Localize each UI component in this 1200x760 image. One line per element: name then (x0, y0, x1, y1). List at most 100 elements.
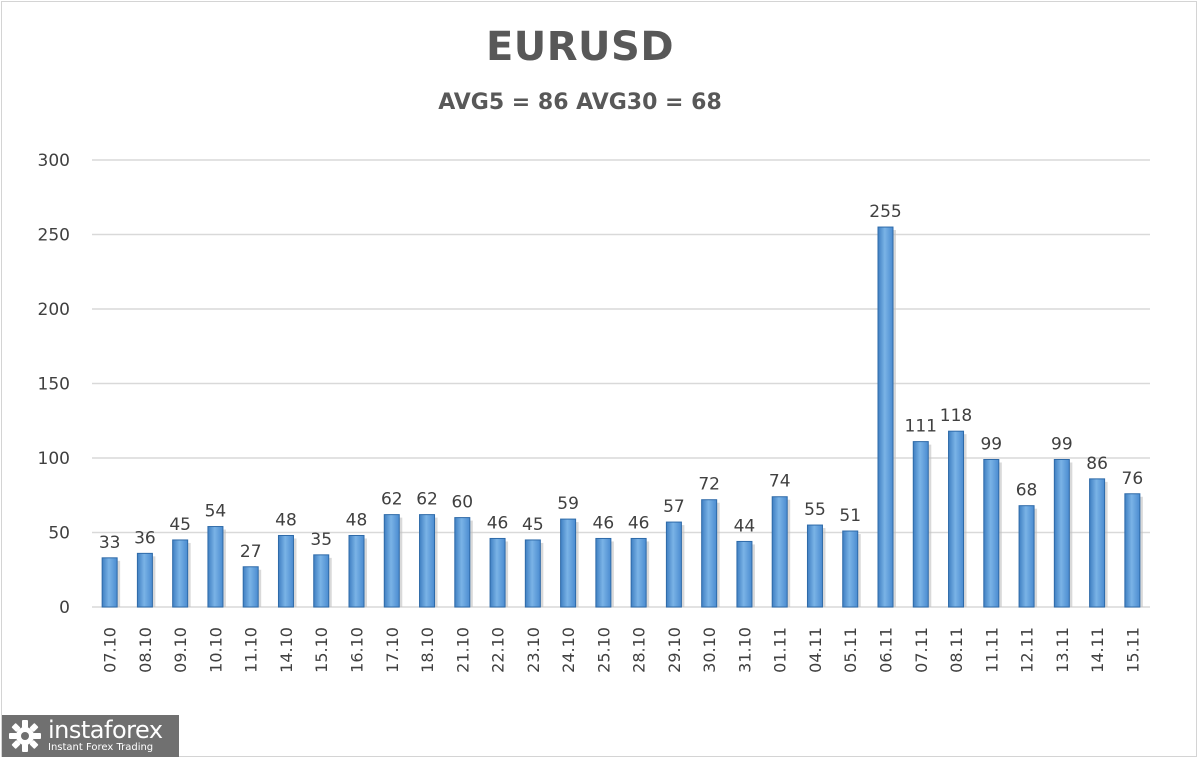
data-label: 27 (240, 542, 262, 562)
y-tick-label: 50 (48, 524, 70, 544)
y-tick-label: 200 (38, 300, 70, 320)
x-tick-label: 06.11 (877, 627, 896, 673)
data-label: 57 (663, 497, 685, 517)
bar (736, 540, 753, 608)
data-label: 45 (169, 515, 191, 535)
bar (1089, 478, 1106, 608)
logo-name: instaforex (48, 716, 163, 744)
data-label: 62 (416, 490, 438, 510)
data-label: 74 (769, 472, 791, 492)
logo-gear-icon (6, 717, 44, 755)
data-label: 45 (522, 515, 544, 535)
bar (771, 496, 788, 608)
x-tick-label: 16.10 (348, 627, 367, 673)
bar (242, 566, 259, 608)
bar (489, 537, 506, 608)
bar (277, 534, 294, 608)
x-tick-label: 04.11 (806, 627, 825, 673)
data-label: 60 (451, 493, 473, 513)
bar (630, 537, 647, 608)
bar (948, 430, 965, 608)
bars (101, 226, 1143, 608)
data-labels: 33 36 45 54 27 48 35 48 62 62 60 46 45 59 46 46 57 72 44 74… (99, 202, 1143, 562)
data-label: 46 (593, 513, 615, 533)
bar (313, 554, 330, 608)
x-axis-ticks: 07.10 08.10 09.10 10.10 11.10 14.10 15.10 16.10… (101, 627, 1143, 673)
data-label: 51 (839, 506, 861, 526)
data-label: 118 (940, 406, 972, 426)
data-label: 99 (980, 434, 1002, 454)
x-tick-label: 25.10 (594, 627, 613, 673)
x-tick-label: 11.10 (242, 627, 261, 673)
x-tick-label: 05.11 (841, 627, 860, 673)
x-tick-label: 07.10 (101, 627, 120, 673)
x-tick-label: 14.11 (1088, 627, 1107, 673)
bar (454, 517, 471, 608)
data-label: 55 (804, 500, 826, 520)
logo-tagline: Instant Forex Trading (48, 742, 154, 753)
x-tick-label: 29.10 (665, 627, 684, 673)
y-axis-ticks: 0 50 100 150 200 250 300 (38, 151, 70, 618)
x-tick-label: 12.11 (1018, 627, 1037, 673)
data-label: 62 (381, 490, 403, 510)
x-tick-label: 30.10 (700, 627, 719, 673)
bar (524, 539, 541, 608)
x-tick-label: 18.10 (418, 627, 437, 673)
x-tick-label: 08.11 (947, 627, 966, 673)
bar (701, 499, 718, 608)
data-label: 36 (134, 528, 156, 548)
bar (877, 226, 894, 608)
y-tick-label: 150 (38, 375, 70, 395)
bar (560, 518, 577, 608)
y-tick-label: 100 (38, 449, 70, 469)
x-tick-label: 21.10 (453, 627, 472, 673)
gridlines (92, 159, 1150, 608)
y-tick-label: 300 (38, 151, 70, 171)
x-tick-label: 22.10 (489, 627, 508, 673)
bar (1018, 505, 1035, 608)
data-label: 99 (1051, 434, 1073, 454)
data-label: 68 (1016, 481, 1038, 501)
x-tick-label: 13.11 (1053, 627, 1072, 673)
bar (806, 524, 823, 608)
data-label: 255 (869, 202, 901, 222)
x-tick-label: 24.10 (559, 627, 578, 673)
x-tick-label: 23.10 (524, 627, 543, 673)
data-label: 33 (99, 533, 121, 553)
chart-subtitle: AVG5 = 86 AVG30 = 68 (438, 90, 722, 115)
bar (983, 458, 1000, 608)
bar (419, 514, 436, 608)
x-tick-label: 15.10 (312, 627, 331, 673)
bar (136, 552, 153, 608)
data-label: 54 (205, 502, 227, 522)
x-tick-label: 11.11 (982, 627, 1001, 673)
data-label: 59 (557, 494, 579, 514)
data-label: 48 (346, 510, 368, 530)
bar (101, 557, 118, 608)
data-label: 46 (628, 513, 650, 533)
x-tick-label: 15.11 (1123, 627, 1142, 673)
data-label: 111 (905, 417, 937, 437)
data-label: 48 (275, 510, 297, 530)
bar (172, 539, 189, 608)
x-tick-label: 07.11 (912, 627, 931, 673)
bar (207, 526, 224, 608)
x-tick-label: 31.10 (735, 627, 754, 673)
bar (595, 537, 612, 608)
data-label: 44 (734, 516, 756, 536)
x-tick-label: 01.11 (771, 627, 790, 673)
x-tick-label: 09.10 (171, 627, 190, 673)
x-tick-label: 14.10 (277, 627, 296, 673)
data-label: 35 (310, 530, 332, 550)
data-label: 46 (487, 513, 509, 533)
x-tick-label: 10.10 (206, 627, 225, 673)
bar (1053, 458, 1070, 608)
bar (665, 521, 682, 608)
x-tick-label: 08.10 (136, 627, 155, 673)
data-label: 76 (1122, 469, 1144, 489)
x-tick-label: 17.10 (383, 627, 402, 673)
bar (1124, 493, 1141, 608)
data-label: 86 (1086, 454, 1108, 474)
